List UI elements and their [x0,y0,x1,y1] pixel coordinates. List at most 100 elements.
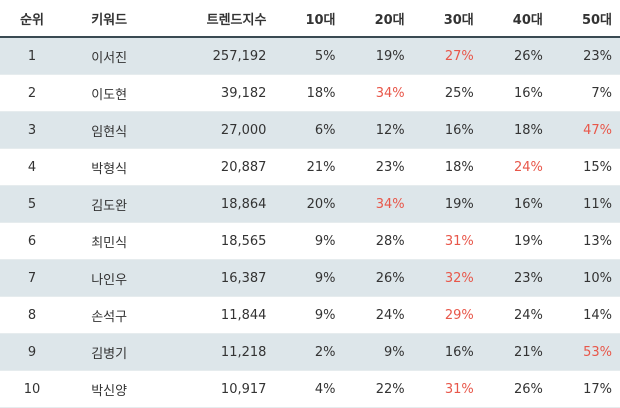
age-40s-cell: 16% [481,74,551,112]
keyword-cell: 나인우 [64,259,155,297]
age-20s-cell: 26% [343,259,413,297]
age-30s-cell: 18% [412,148,482,186]
keyword-cell: 김병기 [64,333,155,371]
age-50s-cell: 10% [550,259,620,297]
age-30s-cell: 27% [412,37,482,75]
table-row: 4 박형식 20,887 21% 23% 18% 24% 15% [0,148,620,186]
table-row: 10 박신양 10,917 4% 22% 31% 26% 17% [0,370,620,408]
header-age-40s: 40대 [481,0,551,38]
age-20s-cell: 34% [343,74,413,112]
age-10s-cell: 20% [274,185,344,223]
rank-cell: 3 [0,111,65,149]
keyword-cell: 김도완 [64,185,155,223]
table-row: 6 최민식 18,565 9% 28% 31% 19% 13% [0,222,620,260]
rank-cell: 8 [0,296,65,334]
age-20s-cell: 34% [343,185,413,223]
age-10s-cell: 6% [274,111,344,149]
header-age-30s: 30대 [412,0,482,38]
age-20s-cell: 28% [343,222,413,260]
header-rank: 순위 [0,0,65,38]
age-30s-cell: 19% [412,185,482,223]
table-row: 3 임현식 27,000 6% 12% 16% 18% 47% [0,111,620,149]
age-20s-cell: 12% [343,111,413,149]
age-50s-cell: 47% [550,111,620,149]
trend-cell: 18,864 [154,185,275,223]
age-50s-cell: 23% [550,37,620,75]
age-30s-cell: 31% [412,370,482,408]
trend-cell: 257,192 [154,37,275,75]
rank-cell: 5 [0,185,65,223]
age-50s-cell: 14% [550,296,620,334]
age-10s-cell: 5% [274,37,344,75]
trend-cell: 11,844 [154,296,275,334]
table-row: 2 이도현 39,182 18% 34% 25% 16% 7% [0,74,620,112]
keyword-cell: 손석구 [64,296,155,334]
table-row: 9 김병기 11,218 2% 9% 16% 21% 53% [0,333,620,371]
header-age-10s: 10대 [274,0,344,38]
trend-cell: 20,887 [154,148,275,186]
keyword-cell: 최민식 [64,222,155,260]
age-40s-cell: 23% [481,259,551,297]
rank-cell: 1 [0,37,65,75]
age-40s-cell: 26% [481,37,551,75]
age-50s-cell: 13% [550,222,620,260]
rank-cell: 10 [0,370,65,408]
age-40s-cell: 26% [481,370,551,408]
age-50s-cell: 53% [550,333,620,371]
age-10s-cell: 18% [274,74,344,112]
keyword-cell: 이도현 [64,74,155,112]
age-40s-cell: 21% [481,333,551,371]
age-20s-cell: 19% [343,37,413,75]
rank-cell: 4 [0,148,65,186]
age-20s-cell: 22% [343,370,413,408]
trend-cell: 11,218 [154,333,275,371]
trend-cell: 39,182 [154,74,275,112]
age-40s-cell: 24% [481,148,551,186]
age-50s-cell: 17% [550,370,620,408]
trend-cell: 10,917 [154,370,275,408]
age-20s-cell: 24% [343,296,413,334]
age-20s-cell: 9% [343,333,413,371]
age-50s-cell: 15% [550,148,620,186]
header-row: 순위 키워드 트렌드지수 10대 20대 30대 40대 50대 [0,0,620,38]
trend-cell: 18,565 [154,222,275,260]
table-row: 7 나인우 16,387 9% 26% 32% 23% 10% [0,259,620,297]
header-age-50s: 50대 [550,0,620,38]
age-10s-cell: 21% [274,148,344,186]
age-30s-cell: 31% [412,222,482,260]
age-50s-cell: 7% [550,74,620,112]
rank-cell: 9 [0,333,65,371]
keyword-cell: 박형식 [64,148,155,186]
keyword-cell: 임현식 [64,111,155,149]
age-40s-cell: 16% [481,185,551,223]
age-30s-cell: 32% [412,259,482,297]
rank-cell: 7 [0,259,65,297]
age-30s-cell: 25% [412,74,482,112]
trend-cell: 27,000 [154,111,275,149]
table-row: 1 이서진 257,192 5% 19% 27% 26% 23% [0,37,620,75]
age-10s-cell: 9% [274,259,344,297]
header-age-20s: 20대 [343,0,413,38]
rank-cell: 2 [0,74,65,112]
trend-cell: 16,387 [154,259,275,297]
age-10s-cell: 2% [274,333,344,371]
age-30s-cell: 16% [412,111,482,149]
rank-cell: 6 [0,222,65,260]
header-trend-index: 트렌드지수 [154,0,275,38]
table-header: 순위 키워드 트렌드지수 10대 20대 30대 40대 50대 [0,0,620,38]
age-20s-cell: 23% [343,148,413,186]
table-row: 5 김도완 18,864 20% 34% 19% 16% 11% [0,185,620,223]
keyword-cell: 박신양 [64,370,155,408]
age-40s-cell: 24% [481,296,551,334]
age-10s-cell: 9% [274,222,344,260]
table-row: 8 손석구 11,844 9% 24% 29% 24% 14% [0,296,620,334]
keyword-cell: 이서진 [64,37,155,75]
age-30s-cell: 16% [412,333,482,371]
header-keyword: 키워드 [64,0,155,38]
table-body: 1 이서진 257,192 5% 19% 27% 26% 23% 2 이도현 3… [0,37,620,408]
age-40s-cell: 19% [481,222,551,260]
age-40s-cell: 18% [481,111,551,149]
age-50s-cell: 11% [550,185,620,223]
age-30s-cell: 29% [412,296,482,334]
